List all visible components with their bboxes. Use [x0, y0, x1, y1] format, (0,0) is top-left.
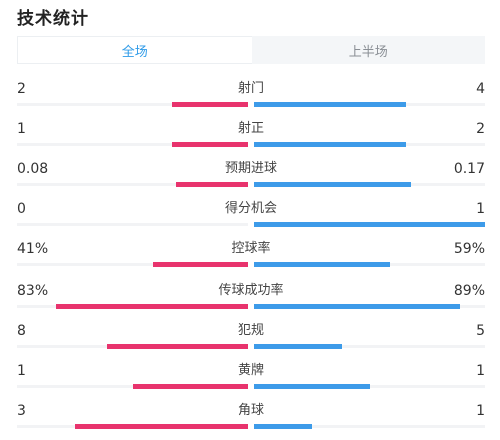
- home-value: 1: [17, 121, 26, 137]
- away-bar-track: [254, 222, 485, 227]
- home-value: 3: [17, 403, 26, 419]
- home-bar: [171, 142, 248, 147]
- away-bar: [254, 222, 485, 227]
- stat-row-expected-goals: 0.08 预期进球 0.17: [17, 160, 485, 196]
- home-bar-track: [17, 223, 248, 226]
- home-bar: [132, 384, 248, 389]
- away-bar-track: [254, 102, 485, 107]
- away-value: 0.17: [453, 161, 485, 177]
- stat-row-possession: 41% 控球率 59%: [17, 240, 485, 276]
- home-value: 83%: [17, 283, 49, 299]
- away-bar-track: [254, 304, 485, 309]
- home-value: 0: [17, 201, 26, 217]
- home-bar: [107, 344, 248, 349]
- stat-label: 控球率: [231, 241, 271, 256]
- home-bar-track: [17, 142, 248, 147]
- home-value: 1: [17, 363, 26, 379]
- stat-label: 黄牌: [237, 363, 264, 378]
- home-bar-track: [17, 262, 248, 267]
- page-title: 技术统计: [17, 9, 89, 29]
- away-bar-track: [254, 424, 485, 429]
- home-bar: [74, 424, 248, 429]
- away-bar: [254, 102, 407, 107]
- away-value: 1: [476, 363, 485, 379]
- stat-row-corners: 3 角球 1: [17, 402, 485, 438]
- stat-label: 预期进球: [224, 161, 277, 176]
- stat-label: 传球成功率: [218, 283, 284, 298]
- away-value: 59%: [453, 241, 485, 257]
- home-bar-track: [17, 424, 248, 429]
- stat-label: 射正: [237, 121, 264, 136]
- away-value: 5: [476, 323, 485, 339]
- stat-label: 得分机会: [224, 201, 277, 216]
- away-bar: [254, 384, 370, 389]
- away-value: 2: [476, 121, 485, 137]
- home-value: 2: [17, 81, 26, 97]
- away-bar-track: [254, 344, 485, 349]
- away-bar: [254, 424, 312, 429]
- stat-row-big-chances: 0 得分机会 1: [17, 200, 485, 236]
- away-bar-track: [254, 182, 485, 187]
- home-bar-track: [17, 182, 248, 187]
- stat-row-yellow-cards: 1 黄牌 1: [17, 362, 485, 398]
- stat-label: 角球: [237, 403, 264, 418]
- home-bar: [176, 182, 248, 187]
- home-bar: [171, 102, 248, 107]
- home-bar-track: [17, 304, 248, 309]
- home-bar-track: [17, 384, 248, 389]
- home-bar-track: [17, 102, 248, 107]
- period-tabs: 全场 上半场: [17, 36, 485, 64]
- away-bar-track: [254, 262, 485, 267]
- tab-full-match[interactable]: 全场: [17, 36, 252, 64]
- away-bar-track: [254, 142, 485, 147]
- home-bar-track: [17, 344, 248, 349]
- tab-first-half[interactable]: 上半场: [251, 36, 485, 64]
- stat-row-shots: 2 射门 4: [17, 80, 485, 116]
- away-bar: [254, 182, 412, 187]
- away-bar-track: [254, 384, 485, 389]
- away-bar: [254, 262, 391, 267]
- away-value: 1: [476, 201, 485, 217]
- away-bar: [254, 344, 342, 349]
- home-value: 41%: [17, 241, 49, 257]
- stat-row-pass-accuracy: 83% 传球成功率 89%: [17, 282, 485, 318]
- home-value: 8: [17, 323, 26, 339]
- away-bar: [254, 304, 460, 309]
- home-value: 0.08: [17, 161, 49, 177]
- away-value: 4: [476, 81, 485, 97]
- away-value: 89%: [453, 283, 485, 299]
- stat-label: 射门: [237, 81, 264, 96]
- stat-label: 犯规: [237, 323, 264, 338]
- stat-row-shots-on-target: 1 射正 2: [17, 120, 485, 156]
- home-bar: [153, 262, 248, 267]
- away-bar: [254, 142, 407, 147]
- away-value: 1: [476, 403, 485, 419]
- stat-row-fouls: 8 犯规 5: [17, 322, 485, 358]
- home-bar: [56, 304, 248, 309]
